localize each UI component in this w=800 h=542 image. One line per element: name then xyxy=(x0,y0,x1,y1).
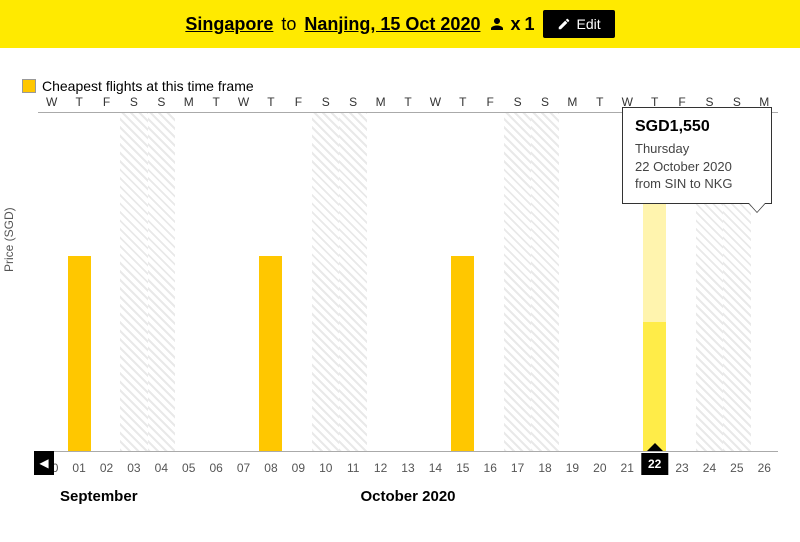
tooltip-date: 22 October 2020 xyxy=(635,158,759,176)
date-column[interactable]: W14 xyxy=(422,113,449,451)
search-summary-header: Singapore to Nanjing, 15 Oct 2020 x 1 Ed… xyxy=(0,0,800,48)
date-number: 11 xyxy=(339,461,366,475)
weekday-label: S xyxy=(157,95,165,109)
date-column[interactable]: S18 xyxy=(531,113,558,451)
weekday-label: F xyxy=(103,95,110,109)
date-number: 25 xyxy=(723,461,750,475)
weekday-label: W xyxy=(238,95,249,109)
prev-dates-button[interactable]: ◀ xyxy=(34,451,54,475)
date-column[interactable]: S17 xyxy=(504,113,531,451)
date-number: 08 xyxy=(257,461,284,475)
weekday-label: S xyxy=(349,95,357,109)
date-number: 13 xyxy=(394,461,421,475)
weekday-label: F xyxy=(487,95,494,109)
date-number: 15 xyxy=(449,461,476,475)
date-column[interactable]: T01 xyxy=(65,113,92,451)
origin-link[interactable]: Singapore xyxy=(185,14,273,35)
legend-label: Cheapest flights at this time frame xyxy=(42,78,254,94)
date-column[interactable]: T08 xyxy=(257,113,284,451)
weekday-label: T xyxy=(75,95,82,109)
date-number: 14 xyxy=(422,461,449,475)
date-number: 01 xyxy=(65,461,92,475)
date-number: 18 xyxy=(531,461,558,475)
weekday-label: T xyxy=(404,95,411,109)
weekday-label: S xyxy=(130,95,138,109)
date-number: 19 xyxy=(559,461,586,475)
date-column[interactable]: M19 xyxy=(559,113,586,451)
date-column[interactable]: S10 xyxy=(312,113,339,451)
date-number: 03 xyxy=(120,461,147,475)
date-column[interactable]: T20 xyxy=(586,113,613,451)
date-number: 21 xyxy=(614,461,641,475)
weekday-label: S xyxy=(541,95,549,109)
price-bar xyxy=(68,256,91,452)
pencil-icon xyxy=(557,17,571,31)
weekday-label: S xyxy=(322,95,330,109)
date-column[interactable]: S03 xyxy=(120,113,147,451)
date-number: 09 xyxy=(285,461,312,475)
y-axis-label: Price (SGD) xyxy=(2,207,16,272)
chart-plot-area: W30T01F02S03S04M05T06W07T08F09S10S11M12T… xyxy=(38,112,778,452)
date-column[interactable]: M05 xyxy=(175,113,202,451)
date-number: 20 xyxy=(586,461,613,475)
weekday-label: W xyxy=(46,95,57,109)
date-column[interactable]: T15 xyxy=(449,113,476,451)
legend: Cheapest flights at this time frame xyxy=(22,78,800,94)
person-icon xyxy=(488,15,506,33)
date-number: 26 xyxy=(751,461,778,475)
date-number: 23 xyxy=(668,461,695,475)
price-bar xyxy=(259,256,282,452)
date-column[interactable]: W30 xyxy=(38,113,65,451)
weekday-label: F xyxy=(295,95,302,109)
date-number: 07 xyxy=(230,461,257,475)
date-number: 16 xyxy=(477,461,504,475)
date-number: 12 xyxy=(367,461,394,475)
weekday-label: M xyxy=(184,95,194,109)
weekday-label: W xyxy=(430,95,441,109)
weekday-label: T xyxy=(596,95,603,109)
date-number: 10 xyxy=(312,461,339,475)
edit-label: Edit xyxy=(577,16,601,32)
date-column[interactable]: S04 xyxy=(148,113,175,451)
date-number: 17 xyxy=(504,461,531,475)
weekday-label: T xyxy=(459,95,466,109)
date-number: 22 xyxy=(641,453,668,475)
date-column[interactable]: M12 xyxy=(367,113,394,451)
weekday-label: M xyxy=(376,95,386,109)
passenger-count: x 1 xyxy=(488,14,534,35)
date-column[interactable]: F16 xyxy=(477,113,504,451)
tooltip-price: SGD1,550 xyxy=(635,118,759,136)
destination-date-link[interactable]: Nanjing, 15 Oct 2020 xyxy=(304,14,480,35)
date-column[interactable]: T06 xyxy=(202,113,229,451)
month-label-2: October 2020 xyxy=(360,488,455,505)
date-number: 05 xyxy=(175,461,202,475)
price-tooltip: SGD1,550 Thursday 22 October 2020 from S… xyxy=(622,107,772,204)
date-column[interactable]: T13 xyxy=(394,113,421,451)
pax-prefix: x xyxy=(510,14,520,35)
date-number: 04 xyxy=(148,461,175,475)
date-number: 24 xyxy=(696,461,723,475)
date-column[interactable]: W07 xyxy=(230,113,257,451)
tooltip-day: Thursday xyxy=(635,140,759,158)
weekday-label: M xyxy=(567,95,577,109)
date-column[interactable]: F09 xyxy=(285,113,312,451)
weekday-label: T xyxy=(212,95,219,109)
month-label-1: September xyxy=(60,488,138,505)
weekday-label: S xyxy=(514,95,522,109)
legend-swatch xyxy=(22,79,36,93)
date-column[interactable]: F02 xyxy=(93,113,120,451)
tooltip-route: from SIN to NKG xyxy=(635,175,759,193)
pax-count: 1 xyxy=(524,14,534,35)
date-number: 06 xyxy=(202,461,229,475)
date-column[interactable]: S11 xyxy=(339,113,366,451)
weekday-label: T xyxy=(267,95,274,109)
edit-button[interactable]: Edit xyxy=(543,10,615,38)
to-label: to xyxy=(281,14,296,35)
price-bar xyxy=(451,256,474,452)
price-calendar-chart: Price (SGD) W30T01F02S03S04M05T06W07T08F… xyxy=(22,112,778,452)
price-bar-overlay xyxy=(643,188,666,452)
date-number: 02 xyxy=(93,461,120,475)
